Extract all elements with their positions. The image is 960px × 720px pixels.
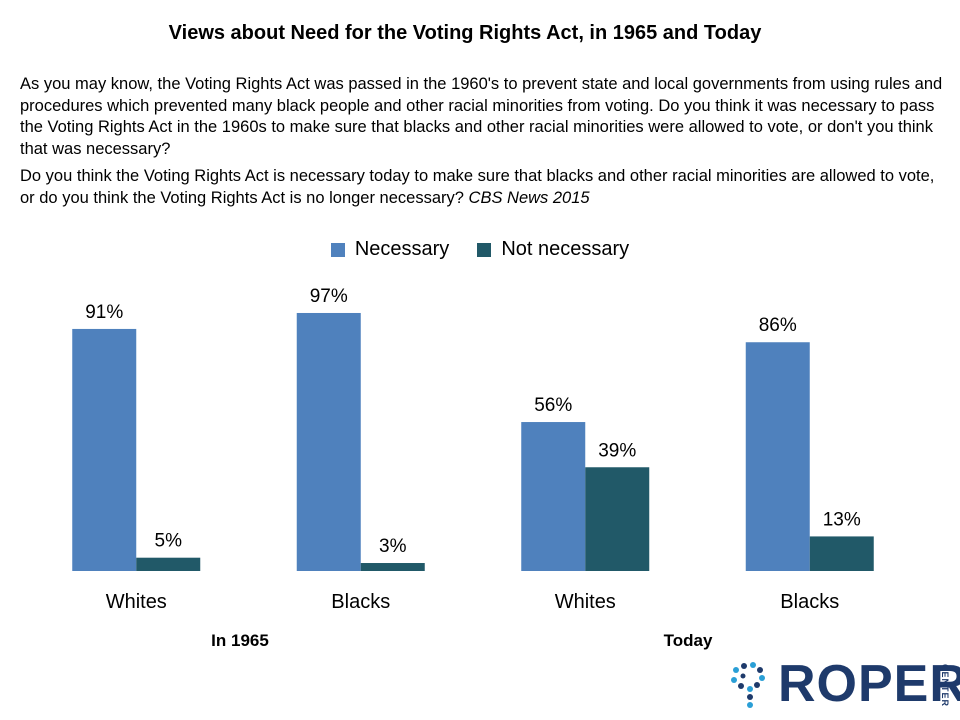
legend-item-not-necessary: Not necessary — [477, 238, 629, 261]
bar-necessary-2 — [296, 312, 361, 571]
question-2-block: Do you think the Voting Rights Act is ne… — [20, 166, 945, 209]
bar-not-necessary-4 — [809, 536, 874, 571]
data-label-necessary-2: 97% — [310, 286, 348, 307]
bar-not-necessary-1 — [136, 557, 201, 571]
bar-not-necessary-3 — [585, 467, 650, 571]
data-label-not-necessary-2: 3% — [379, 536, 407, 557]
logo-text: ROPER — [778, 655, 960, 713]
roper-dots-icon — [731, 662, 765, 708]
group-label-1965: In 1965 — [211, 631, 269, 650]
question-1: As you may know, the Voting Rights Act w… — [20, 75, 943, 158]
chart-title: Views about Need for the Voting Rights A… — [168, 22, 762, 44]
category-label-3: Whites — [555, 591, 616, 613]
legend-label-not-necessary: Not necessary — [501, 238, 630, 260]
category-label-1: Whites — [106, 591, 167, 613]
data-label-not-necessary-1: 5% — [155, 531, 183, 552]
data-label-necessary-3: 56% — [534, 395, 572, 416]
legend-swatch-not-necessary — [477, 242, 492, 257]
data-label-not-necessary-3: 39% — [598, 440, 636, 461]
roper-center-logo: ROPER CENTER — [726, 655, 960, 713]
bar-not-necessary-2 — [360, 563, 425, 571]
source-citation: CBS News 2015 — [468, 188, 590, 207]
legend: Necessary Not necessary — [0, 238, 960, 261]
question-text: As you may know, the Voting Rights Act w… — [20, 74, 945, 209]
data-label-not-necessary-4: 13% — [823, 509, 861, 530]
bar-necessary-4 — [745, 342, 810, 571]
category-label-4: Blacks — [780, 591, 839, 613]
legend-swatch-necessary — [330, 242, 345, 257]
bar-necessary-1 — [72, 328, 137, 571]
category-label-2: Blacks — [331, 591, 390, 613]
legend-item-necessary: Necessary — [330, 238, 450, 261]
group-label-today: Today — [663, 631, 713, 650]
logo-subtext: CENTER — [940, 664, 950, 708]
question-2: Do you think the Voting Rights Act is ne… — [20, 167, 935, 207]
bar-chart: 91% 5% Whites 97% 3% Blacks 56% 39% Whites 86% 13%… — [72, 286, 874, 613]
data-label-necessary-4: 86% — [759, 315, 797, 336]
legend-label-necessary: Necessary — [354, 238, 450, 260]
data-label-necessary-1: 91% — [85, 302, 123, 323]
bar-necessary-3 — [521, 422, 586, 571]
